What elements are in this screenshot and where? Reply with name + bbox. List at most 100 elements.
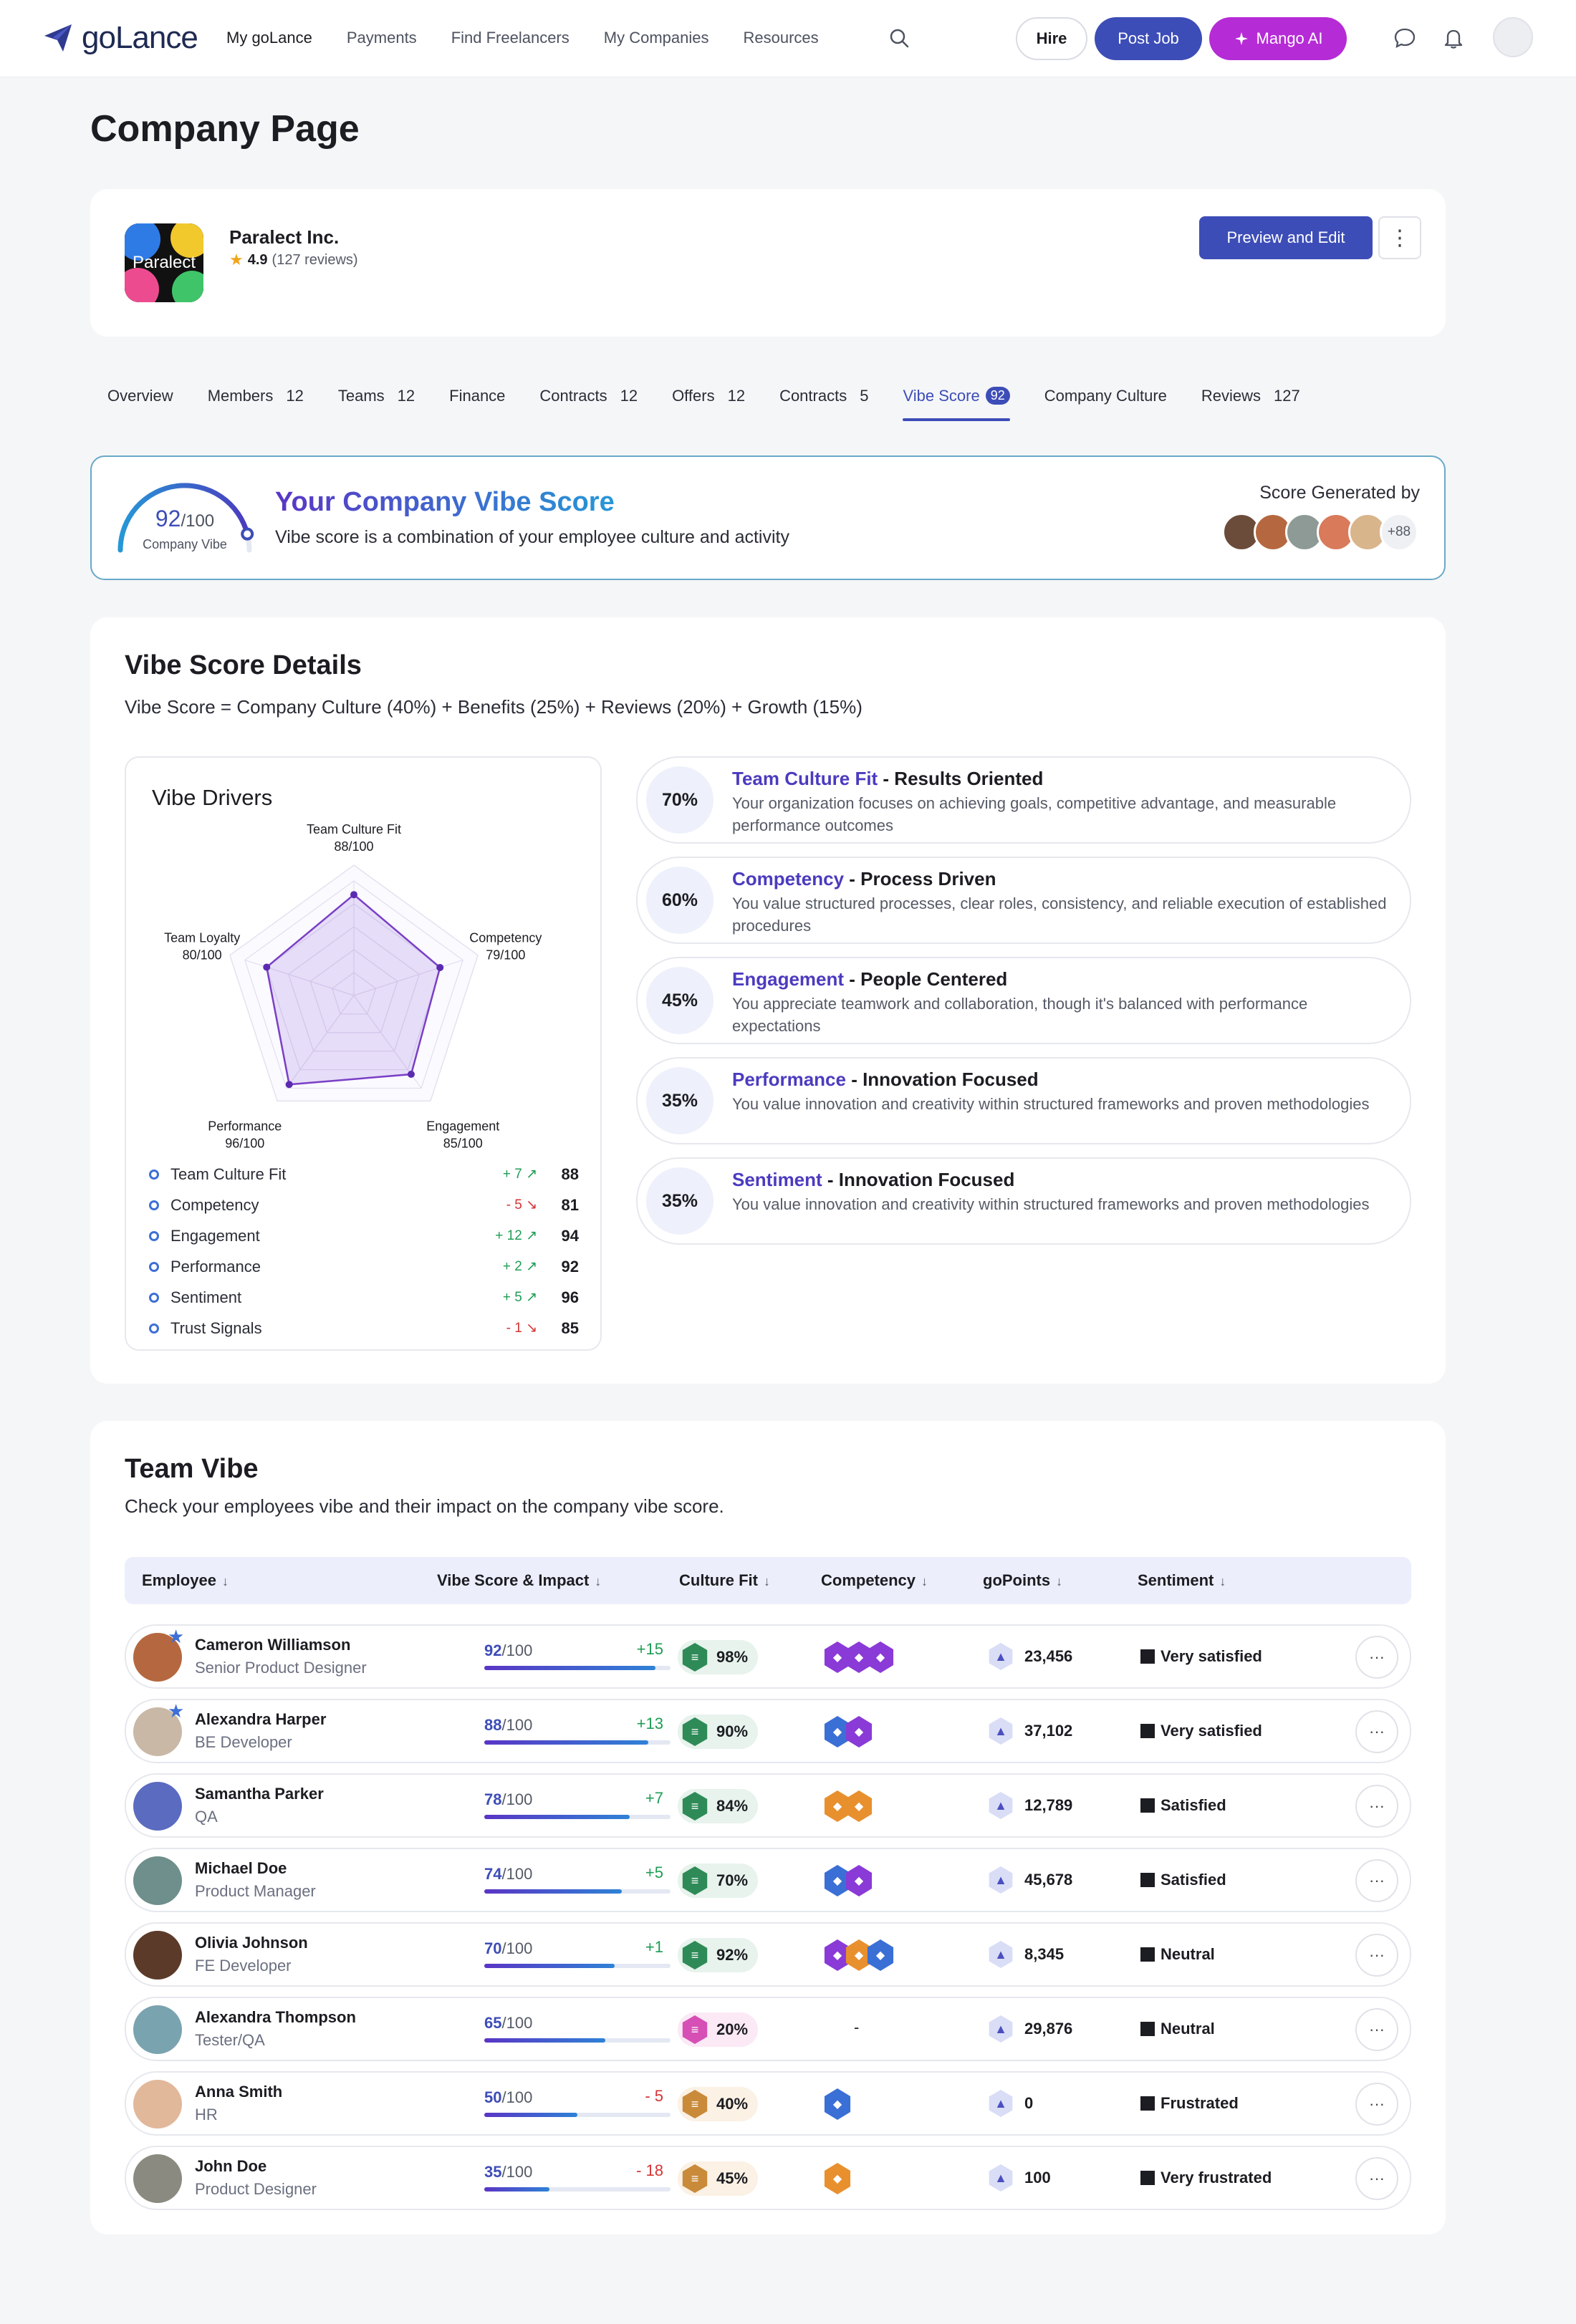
competency-badges[interactable]: ◆ ◆ ◆ bbox=[822, 1641, 894, 1673]
competency-badges[interactable]: ◆ ◆ bbox=[822, 1865, 873, 1896]
tab-vibe-score[interactable]: Vibe Score 92 bbox=[885, 381, 1027, 421]
header-culture-fit[interactable]: Culture Fit ↓ bbox=[679, 1571, 770, 1589]
table-row[interactable]: Michael Doe Product Manager 74/100 +5 ≡ 70% ◆ ◆… bbox=[125, 1848, 1411, 1912]
sentiment-icon bbox=[1140, 2171, 1155, 2185]
table-row[interactable]: ★ Cameron Williamson Senior Product Design… bbox=[125, 1624, 1411, 1689]
table-row[interactable]: Alexandra Thompson Tester/QA 65/100 ≡ 20% - ▲ 2… bbox=[125, 1997, 1411, 2061]
nav-payments[interactable]: Payments bbox=[346, 29, 417, 47]
fit-key: Team Culture Fit bbox=[732, 768, 878, 789]
competency-badge-icon: ◆ bbox=[845, 1865, 873, 1896]
table-row[interactable]: ★ Alexandra Harper BE Developer 88/100 +13 ≡ 9… bbox=[125, 1699, 1411, 1763]
legend-dot-icon bbox=[149, 1261, 159, 1272]
sentiment-icon bbox=[1140, 1873, 1155, 1887]
header-gopoints[interactable]: goPoints ↓ bbox=[983, 1571, 1063, 1589]
generator-avatars[interactable]: +88 bbox=[1222, 513, 1418, 551]
user-avatar[interactable] bbox=[1493, 17, 1533, 57]
vibe-score-bar bbox=[484, 2187, 671, 2192]
sentiment-icon bbox=[1140, 1798, 1155, 1813]
row-more-button[interactable]: ··· bbox=[1355, 1934, 1398, 1977]
competency-badges[interactable]: ◆ ◆ bbox=[822, 1716, 873, 1747]
nav-my-golance[interactable]: My goLance bbox=[226, 29, 312, 47]
employee-name: Alexandra Thompson bbox=[195, 2008, 356, 2026]
preview-edit-button[interactable]: Preview and Edit bbox=[1199, 216, 1373, 259]
radar-spoke bbox=[244, 959, 355, 996]
sentiment-value: Very frustrated bbox=[1161, 2169, 1272, 2186]
nav-resources[interactable]: Resources bbox=[743, 29, 819, 47]
team-table-header: Employee ↓ Vibe Score & Impact ↓ Culture F… bbox=[125, 1557, 1411, 1604]
tab-overview[interactable]: Overview bbox=[90, 381, 191, 421]
vibe-score: 78/100 bbox=[484, 1790, 533, 1808]
avatar bbox=[133, 1633, 182, 1682]
company-logo-text: Paralect bbox=[133, 253, 196, 272]
tab-company-culture[interactable]: Company Culture bbox=[1027, 381, 1184, 421]
vibe-gauge-label: Company Vibe bbox=[143, 537, 227, 551]
legend-delta: + 2 ↗ bbox=[502, 1259, 537, 1274]
culture-fit-badge: ≡ 45% bbox=[678, 2161, 759, 2196]
legend-item: Sentiment + 5 ↗ 96 bbox=[149, 1282, 579, 1313]
more-options-button[interactable]: ⋮ bbox=[1378, 216, 1421, 259]
gopoints: ▲ 29,876 bbox=[987, 2015, 1072, 2043]
gopoints-icon: ▲ bbox=[989, 2090, 1013, 2117]
table-row[interactable]: John Doe Product Designer 35/100 - 18 ≡ 45% ◆ ▲… bbox=[125, 2146, 1411, 2210]
tab-offers[interactable]: Offers 12 bbox=[655, 381, 762, 421]
competency-badges[interactable]: ◆ bbox=[822, 2163, 851, 2194]
vibe-drivers-panel: Vibe Drivers Team Culture Fit 88/100 Compe… bbox=[125, 756, 602, 1351]
tab-teams[interactable]: Teams 12 bbox=[321, 381, 432, 421]
fit-label: - Process Driven bbox=[844, 868, 996, 889]
vibe-score: 92/100 bbox=[484, 1641, 533, 1659]
gopoints-icon: ▲ bbox=[989, 1643, 1013, 1670]
vibe-score: 65/100 bbox=[484, 2014, 533, 2032]
tab-contracts-2[interactable]: Contracts 5 bbox=[762, 381, 885, 421]
mango-ai-button[interactable]: Mango AI bbox=[1209, 17, 1347, 60]
vibe-score-bar-fill bbox=[484, 1740, 648, 1745]
sentiment-value: Satisfied bbox=[1161, 1796, 1226, 1814]
row-more-button[interactable]: ··· bbox=[1355, 1785, 1398, 1828]
tab-contracts[interactable]: Contracts 12 bbox=[522, 381, 655, 421]
table-row[interactable]: Anna Smith HR 50/100- 5 ≡ 40% ◆ ▲ 0 Frustrated ··… bbox=[125, 2071, 1411, 2136]
header-employee[interactable]: Employee ↓ bbox=[142, 1571, 229, 1589]
sentiment-icon bbox=[1140, 1724, 1155, 1738]
employee-role: Product Manager bbox=[195, 1882, 316, 1900]
row-more-button[interactable]: ··· bbox=[1355, 1636, 1398, 1679]
vibe-impact: +7 bbox=[645, 1789, 663, 1807]
tab-label: Company Culture bbox=[1044, 387, 1167, 405]
tab-label: Finance bbox=[449, 387, 506, 405]
tab-reviews[interactable]: Reviews 127 bbox=[1184, 381, 1317, 421]
gopoints: ▲ 45,678 bbox=[987, 1866, 1072, 1894]
header-competency[interactable]: Competency ↓ bbox=[821, 1571, 928, 1589]
tab-count: 5 bbox=[860, 387, 869, 405]
tab-finance[interactable]: Finance bbox=[432, 381, 522, 421]
row-more-button[interactable]: ··· bbox=[1355, 1859, 1398, 1902]
search-icon[interactable] bbox=[888, 27, 910, 49]
golance-logo[interactable]: goLance bbox=[42, 20, 198, 56]
row-more-button[interactable]: ··· bbox=[1355, 2083, 1398, 2126]
vibe-score-banner: 92/100 Company Vibe Your Company Vibe Sc… bbox=[90, 455, 1446, 580]
culture-fit-value: 84% bbox=[716, 1797, 749, 1815]
legend-dot-icon bbox=[149, 1323, 159, 1334]
post-job-button[interactable]: Post Job bbox=[1095, 17, 1202, 60]
fit-percentage: 45% bbox=[646, 967, 713, 1034]
legend-delta: + 7 ↗ bbox=[502, 1167, 537, 1182]
row-more-button[interactable]: ··· bbox=[1355, 2008, 1398, 2051]
fit-label: - Results Oriented bbox=[878, 768, 1044, 789]
nav-find-freelancers[interactable]: Find Freelancers bbox=[451, 29, 570, 47]
bell-icon[interactable] bbox=[1441, 26, 1466, 50]
header-vibe-score[interactable]: Vibe Score & Impact ↓ bbox=[437, 1571, 602, 1589]
table-row[interactable]: Samantha Parker QA 78/100 +7 ≡ 84% ◆ ◆ ▲ 12,789 Sa… bbox=[125, 1773, 1411, 1838]
competency-badges[interactable]: ◆ ◆ ◆ bbox=[822, 1939, 894, 1971]
header-sentiment[interactable]: Sentiment ↓ bbox=[1138, 1571, 1226, 1589]
table-row[interactable]: Olivia Johnson FE Developer 70/100 +1 ≡ 92% ◆ ◆… bbox=[125, 1922, 1411, 1987]
culture-fit-value: 45% bbox=[716, 2169, 749, 2187]
row-more-button[interactable]: ··· bbox=[1355, 1710, 1398, 1753]
row-more-button[interactable]: ··· bbox=[1355, 2157, 1398, 2200]
competency-badges[interactable]: ◆ bbox=[822, 2088, 851, 2120]
fit-percentage: 70% bbox=[646, 766, 713, 834]
nav-my-companies[interactable]: My Companies bbox=[603, 29, 709, 47]
gopoints: ▲ 8,345 bbox=[987, 1941, 1064, 1968]
hire-button[interactable]: Hire bbox=[1016, 17, 1087, 60]
tab-members[interactable]: Members 12 bbox=[191, 381, 321, 421]
vibe-score: 35/100 bbox=[484, 2163, 533, 2181]
chat-icon[interactable] bbox=[1393, 26, 1417, 50]
gopoints: ▲ 100 bbox=[987, 2164, 1051, 2192]
competency-badges[interactable]: ◆ ◆ bbox=[822, 1790, 873, 1822]
